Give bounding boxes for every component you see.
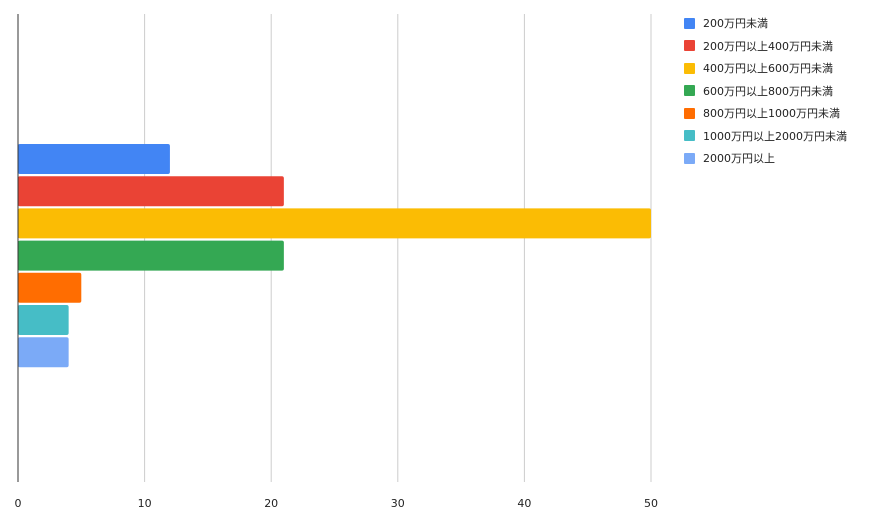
x-tick-label: 50 <box>644 497 658 510</box>
x-tick-label: 40 <box>517 497 531 510</box>
x-tick-label: 0 <box>15 497 22 510</box>
bar[interactable] <box>18 337 69 368</box>
bar[interactable] <box>18 240 284 271</box>
x-axis-tick-labels: 0 10 20 30 40 50 <box>15 497 659 510</box>
legend-item[interactable]: 200万円未満 <box>684 12 847 35</box>
legend-label: 400万円以上600万円未満 <box>703 62 833 76</box>
legend-label: 1000万円以上2000万円未満 <box>703 129 847 143</box>
x-tick-label: 20 <box>264 497 278 510</box>
legend-label: 2000万円以上 <box>703 152 775 166</box>
bar[interactable] <box>18 272 82 303</box>
legend-item[interactable]: 1000万円以上2000万円未満 <box>684 125 847 148</box>
bars <box>18 144 651 368</box>
legend: 200万円未満 200万円以上400万円未満 400万円以上600万円未満 600万円… <box>684 12 847 170</box>
legend-label: 800万円以上1000万円未満 <box>703 107 840 121</box>
legend-label: 200万円以上400万円未満 <box>703 39 833 53</box>
legend-label: 600万円以上800万円未満 <box>703 84 833 98</box>
legend-item[interactable]: 200万円以上400万円未満 <box>684 35 847 58</box>
legend-label: 200万円未満 <box>703 17 768 31</box>
legend-swatch <box>684 85 695 97</box>
legend-item[interactable]: 400万円以上600万円未満 <box>684 57 847 80</box>
bar[interactable] <box>18 144 170 174</box>
bar[interactable] <box>18 176 284 207</box>
bar[interactable] <box>18 305 69 335</box>
legend-item[interactable]: 2000万円以上 <box>684 147 847 170</box>
x-tick-label: 10 <box>138 497 152 510</box>
bar[interactable] <box>18 208 651 239</box>
legend-swatch <box>684 130 695 142</box>
legend-swatch <box>684 152 695 164</box>
x-tick-label: 30 <box>391 497 405 510</box>
legend-item[interactable]: 600万円以上800万円未満 <box>684 80 847 103</box>
gridlines <box>144 14 652 482</box>
legend-swatch <box>684 40 695 52</box>
legend-swatch <box>684 107 695 119</box>
legend-item[interactable]: 800万円以上1000万円未満 <box>684 102 847 125</box>
legend-swatch <box>684 17 695 29</box>
legend-swatch <box>684 62 695 74</box>
